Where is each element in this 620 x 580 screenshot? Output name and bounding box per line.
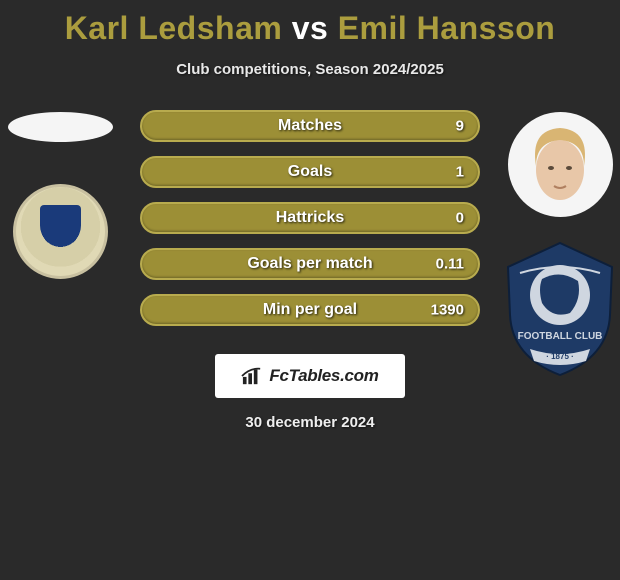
right-player-column: FOOTBALL CLUB · 1875 · [500, 106, 620, 379]
stat-bars: Matches 9 Goals 1 Hattricks 0 Goals per … [140, 106, 480, 326]
subtitle: Club competitions, Season 2024/2025 [0, 61, 620, 78]
left-player-column [0, 106, 120, 279]
player1-photo-placeholder [8, 112, 113, 142]
svg-text:FOOTBALL CLUB: FOOTBALL CLUB [518, 331, 603, 342]
watermark-text: FcTables.com [269, 366, 378, 386]
stat-label: Hattricks [142, 209, 478, 227]
stat-label: Min per goal [142, 301, 478, 319]
stat-label: Goals per match [142, 255, 478, 273]
player1-name: Karl Ledsham [65, 10, 283, 46]
player2-photo [508, 112, 613, 217]
snapshot-date: 30 december 2024 [0, 414, 620, 431]
watermark-box: FcTables.com [215, 354, 405, 398]
stat-label: Matches [142, 117, 478, 135]
player2-name: Emil Hansson [338, 10, 556, 46]
face-icon [520, 120, 600, 210]
player2-club-badge: FOOTBALL CLUB · 1875 · [500, 239, 620, 379]
stat-row: Goals per match 0.11 [140, 248, 480, 280]
bar-chart-icon [241, 366, 263, 386]
stat-row: Goals 1 [140, 156, 480, 188]
stat-row: Min per goal 1390 [140, 294, 480, 326]
stat-row: Hattricks 0 [140, 202, 480, 234]
stat-row: Matches 9 [140, 110, 480, 142]
comparison-title: Karl Ledsham vs Emil Hansson [0, 0, 620, 47]
svg-text:· 1875 ·: · 1875 · [546, 352, 574, 361]
player1-club-badge [13, 184, 108, 279]
comparison-body: FOOTBALL CLUB · 1875 · Matches 9 Goals 1… [0, 106, 620, 431]
stat-label: Goals [142, 163, 478, 181]
vs-text: vs [292, 10, 329, 46]
